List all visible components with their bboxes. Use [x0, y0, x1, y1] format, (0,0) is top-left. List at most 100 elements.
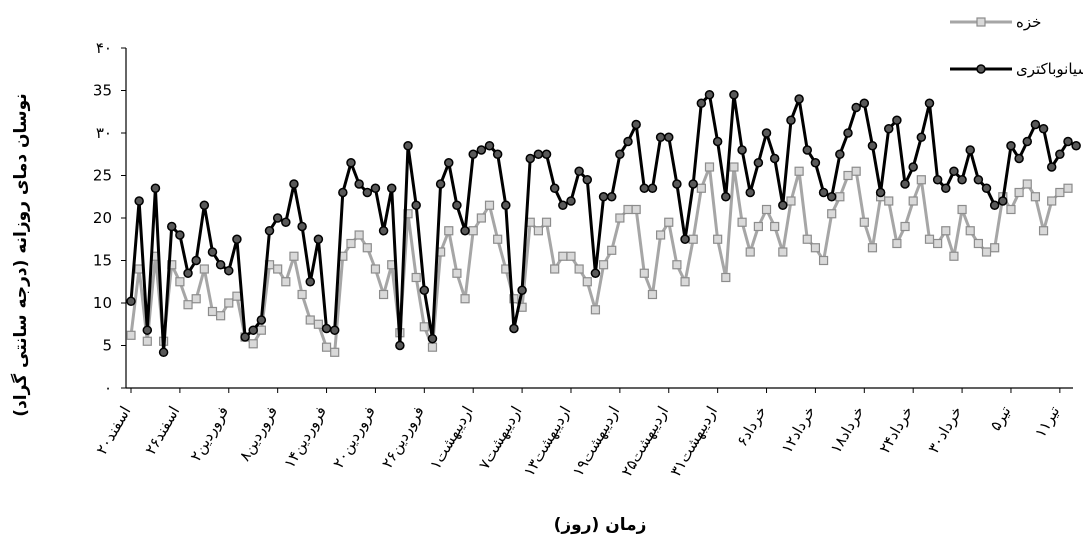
data-point [664, 217, 674, 227]
data-point [631, 204, 641, 215]
data-point [941, 183, 951, 193]
data-point [476, 213, 486, 223]
data-point [427, 342, 438, 352]
data-point [892, 238, 902, 249]
data-point [1030, 192, 1041, 202]
data-point [802, 234, 812, 244]
data-point [973, 175, 984, 185]
data-point [346, 158, 356, 168]
x-tick-label: ۶خرداد [733, 403, 770, 449]
x-tick-label: ۲۴خرداد [875, 403, 916, 456]
data-point [175, 230, 185, 240]
data-point [395, 340, 405, 351]
data-point [305, 277, 316, 287]
y-tick-label: ۳۰ [96, 124, 112, 142]
data-point [435, 179, 446, 189]
data-point [419, 285, 430, 295]
data-point [150, 183, 161, 193]
x-tick-label: ۲۰فروردین [329, 403, 379, 471]
data-point [827, 209, 837, 219]
data-point [264, 226, 275, 236]
data-point [655, 132, 666, 142]
data-point [729, 162, 739, 172]
data-point [957, 175, 967, 185]
data-point [631, 119, 641, 130]
data-point [1022, 179, 1032, 189]
data-point [525, 153, 535, 164]
data-point [786, 196, 796, 206]
data-point [484, 200, 495, 210]
data-point [492, 149, 503, 159]
data-point [924, 98, 935, 108]
data-point [558, 251, 568, 261]
data-point [533, 226, 543, 236]
data-point [933, 238, 943, 249]
data-point [273, 264, 283, 274]
data-point [1047, 196, 1057, 206]
data-point [215, 260, 226, 270]
data-point [329, 325, 340, 335]
data-point [183, 268, 193, 278]
series-line [129, 93, 1077, 354]
data-point [305, 315, 315, 325]
data-point [444, 226, 454, 236]
data-point [216, 311, 226, 321]
data-point [533, 149, 544, 159]
data-point [973, 238, 983, 249]
x-tick-label: ۱اردیبهشت [426, 403, 477, 473]
legend-label: سیانوباکتری [1016, 60, 1083, 78]
data-point [476, 145, 487, 155]
x-tick-label: ۱۴فروردین [280, 403, 330, 471]
data-point [818, 255, 829, 266]
data-point [362, 243, 372, 253]
data-point [647, 183, 658, 193]
data-point [183, 300, 193, 310]
data-point [1063, 183, 1073, 193]
data-point [884, 196, 894, 206]
data-point [558, 200, 568, 210]
data-point [761, 204, 772, 215]
data-point [126, 296, 136, 307]
data-point [729, 90, 739, 100]
data-point [370, 264, 381, 274]
data-point [826, 192, 837, 202]
data-point [590, 305, 601, 315]
data-point [468, 226, 478, 236]
data-point [900, 179, 910, 189]
data-point [142, 325, 153, 335]
x-tick-label: ۱۸خرداد [827, 403, 868, 456]
data-point [346, 238, 356, 249]
x-tick-label: ۲۶فروردین [378, 403, 428, 471]
data-point [900, 221, 910, 232]
data-point [460, 294, 470, 304]
data-point [517, 285, 527, 295]
data-point [386, 183, 397, 193]
data-point [623, 136, 633, 147]
x-tick-label: ۱۹اردیبهشت [569, 403, 624, 480]
x-tick-label: ۳۱اردیبهشت [667, 403, 722, 480]
data-point [753, 158, 764, 168]
data-point [949, 251, 959, 261]
x-tick-label: ۱۱تیر [1031, 403, 1063, 441]
data-point [582, 175, 593, 185]
data-point [810, 243, 821, 253]
data-point [207, 247, 218, 257]
data-point [843, 170, 853, 181]
data-point [191, 294, 201, 304]
x-tick-label: ۲فروردین [187, 403, 233, 464]
data-point [892, 115, 902, 125]
data-point [639, 268, 649, 278]
data-point [452, 200, 462, 210]
data-point [289, 179, 299, 189]
data-point [721, 192, 731, 202]
x-tick-label: ۳۰خرداد [924, 403, 965, 456]
legend: خزه سیانوباکتری [950, 13, 1083, 78]
data-point [419, 322, 429, 332]
data-point [1014, 153, 1024, 164]
data-point [338, 187, 348, 198]
y-tick-label: 15 [93, 252, 112, 270]
data-point [998, 196, 1008, 206]
data-point [745, 187, 755, 198]
data-point [297, 289, 307, 300]
y-tick-label: ۰ [104, 379, 112, 397]
